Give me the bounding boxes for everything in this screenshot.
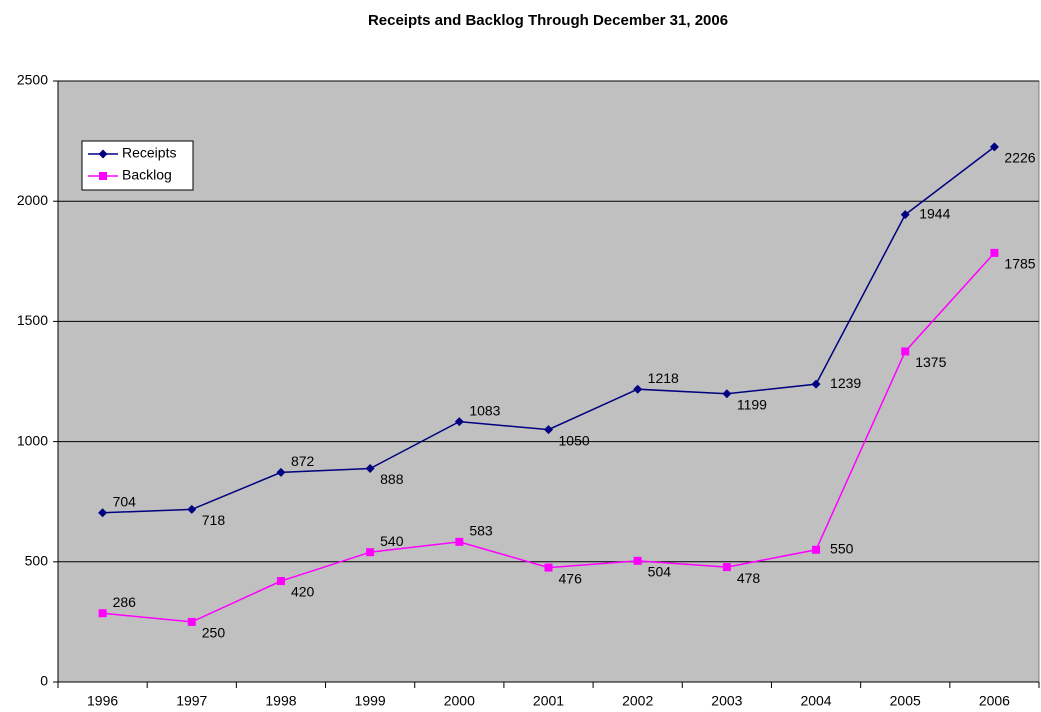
y-tick-label: 500 <box>25 553 49 569</box>
point <box>276 467 286 477</box>
point <box>812 545 821 554</box>
data-label: 1218 <box>648 370 679 386</box>
data-label: 504 <box>648 564 672 580</box>
y-tick-label: 1500 <box>17 312 48 328</box>
point <box>989 142 999 152</box>
point <box>366 548 375 557</box>
data-label: 478 <box>737 570 761 586</box>
data-label: 540 <box>380 533 404 549</box>
data-label: 250 <box>202 625 226 641</box>
point <box>99 172 107 180</box>
point <box>454 417 464 427</box>
point <box>187 504 197 514</box>
x-tick-label: 1996 <box>87 693 118 709</box>
x-tick-label: 2001 <box>533 693 564 709</box>
legend-label: Receipts <box>122 145 176 161</box>
point <box>455 537 464 546</box>
point <box>900 210 910 220</box>
y-tick-label: 2000 <box>17 192 48 208</box>
data-label: 704 <box>113 493 137 509</box>
legend-label: Backlog <box>122 167 172 183</box>
data-label: 476 <box>559 570 583 586</box>
y-tick-label: 2500 <box>17 72 48 88</box>
x-tick-label: 1998 <box>265 693 296 709</box>
plot-area <box>57 80 1040 683</box>
point <box>98 609 107 618</box>
data-label: 1785 <box>1004 256 1035 272</box>
data-label: 1199 <box>737 396 767 412</box>
point <box>187 617 196 626</box>
data-label: 872 <box>291 453 315 469</box>
point <box>633 556 642 565</box>
point <box>98 149 108 159</box>
x-tick-label: 2006 <box>979 693 1010 709</box>
point <box>811 379 821 389</box>
point <box>633 384 643 394</box>
x-tick-label: 2005 <box>890 693 921 709</box>
point <box>98 508 108 518</box>
x-tick-label: 2004 <box>800 693 831 709</box>
x-tick-label: 2000 <box>444 693 475 709</box>
data-label: 718 <box>202 512 226 528</box>
point <box>276 577 285 586</box>
point <box>722 563 731 572</box>
data-label: 420 <box>291 584 315 600</box>
x-tick-label: 2003 <box>711 693 742 709</box>
data-label: 583 <box>469 523 493 539</box>
y-tick-label: 0 <box>40 673 48 689</box>
x-tick-label: 1997 <box>176 693 207 709</box>
point <box>901 347 910 356</box>
x-tick-label: 1999 <box>355 693 386 709</box>
point <box>544 563 553 572</box>
data-label: 1375 <box>915 354 946 370</box>
data-label: 1239 <box>830 375 861 391</box>
data-label: 286 <box>113 594 137 610</box>
point <box>990 248 999 257</box>
data-label: 1944 <box>919 205 950 221</box>
x-tick-label: 2002 <box>622 693 653 709</box>
data-label: 1083 <box>469 402 500 418</box>
data-label: 1050 <box>559 432 590 448</box>
legend <box>81 140 194 191</box>
data-label: 550 <box>830 540 854 556</box>
point <box>365 464 375 474</box>
chart-title: Receipts and Backlog Through December 31… <box>368 12 728 29</box>
data-label: 2226 <box>1004 150 1035 166</box>
y-tick-label: 1000 <box>17 432 48 448</box>
point <box>544 425 553 435</box>
data-label: 888 <box>380 471 404 487</box>
point <box>722 389 732 399</box>
